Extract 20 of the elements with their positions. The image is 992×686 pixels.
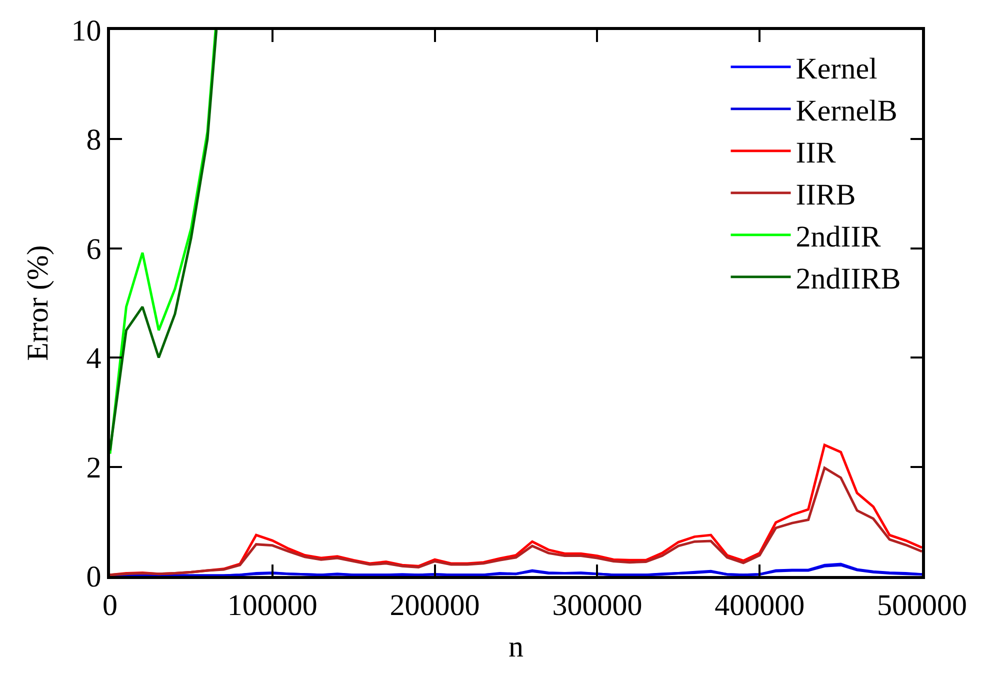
x-tick-label: 400000 [714, 588, 805, 622]
y-tick-label: 2 [86, 451, 102, 484]
x-tick-label: 200000 [390, 588, 480, 622]
y-tick-label: 10 [71, 14, 102, 48]
x-axis-title: n [508, 630, 524, 664]
legend-label: KernelB [796, 94, 898, 128]
x-tick-label: 100000 [227, 588, 318, 622]
y-axis-title: Error (%) [21, 245, 54, 361]
legend-label: 2ndIIR [796, 220, 881, 254]
y-tick-label: 8 [86, 124, 102, 157]
y-tick-label: 6 [86, 232, 102, 266]
legend-label: Kernel [796, 52, 878, 86]
legend-label: 2ndIIRB [796, 262, 901, 296]
legend-label: IIR [796, 136, 836, 170]
x-tick-label: 500000 [877, 588, 967, 622]
y-tick-label: 0 [86, 560, 102, 594]
x-tick-label: 300000 [552, 588, 642, 622]
line-series [110, 466, 922, 576]
y-tick-label: 4 [86, 342, 102, 376]
legend-label: IIRB [796, 178, 856, 212]
